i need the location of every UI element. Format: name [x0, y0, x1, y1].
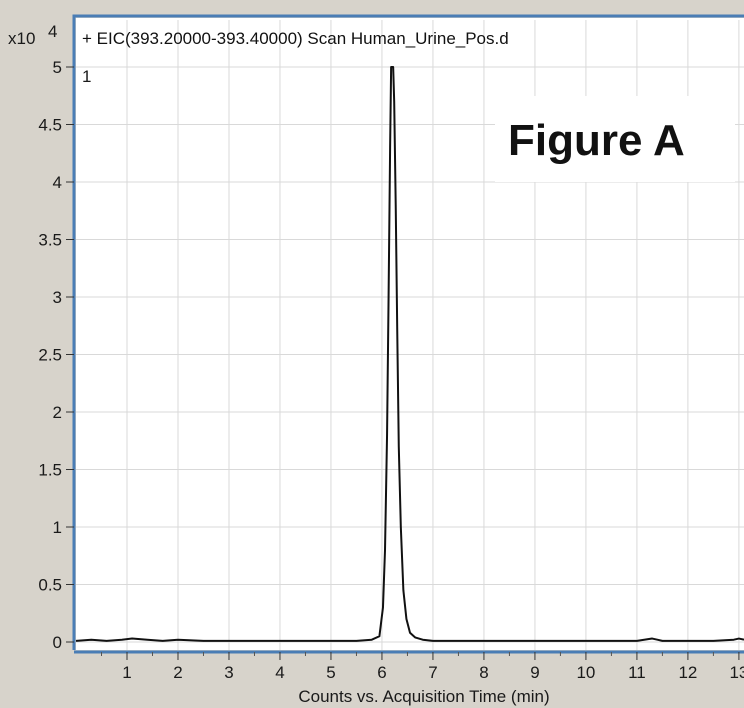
figure-label-background [495, 96, 735, 182]
y-multiplier-label: x10 [8, 29, 35, 48]
y-tick-label: 2.5 [38, 346, 62, 365]
x-tick-label: 12 [678, 663, 697, 682]
y-tick-label: 5 [53, 58, 62, 77]
y-tick-label: 4 [53, 173, 62, 192]
x-tick-label: 13 [729, 663, 744, 682]
x-tick-label: 11 [628, 663, 646, 682]
y-tick-label: 4.5 [38, 116, 62, 135]
y-tick-label: 1 [53, 518, 62, 537]
x-axis-label: Counts vs. Acquisition Time (min) [298, 687, 549, 706]
x-tick-label: 3 [224, 663, 233, 682]
figure-label: Figure A [508, 116, 685, 165]
x-tick-label: 10 [576, 663, 595, 682]
y-tick-label: 0.5 [38, 576, 62, 595]
trace-number: 1 [82, 67, 91, 86]
x-tick-label: 8 [479, 663, 488, 682]
x-tick-label: 4 [275, 663, 284, 682]
x-tick-label: 1 [122, 663, 131, 682]
y-multiplier-exponent: 4 [48, 22, 57, 41]
y-tick-label: 2 [53, 403, 62, 422]
chromatogram-trace [75, 66, 744, 642]
x-tick-label: 5 [326, 663, 335, 682]
plot-border [72, 14, 744, 650]
chart-title: + EIC(393.20000-393.40000) Scan Human_Ur… [82, 29, 509, 48]
x-tick-label: 6 [377, 663, 386, 682]
trace-layer [75, 66, 744, 642]
y-tick-label: 3.5 [38, 231, 62, 250]
x-tick-label: 9 [530, 663, 539, 682]
y-tick-label: 3 [53, 288, 62, 307]
x-tick-label: 2 [173, 663, 182, 682]
x-tick-label: 7 [428, 663, 437, 682]
y-tick-label: 0 [53, 633, 62, 652]
y-tick-label: 1.5 [38, 461, 62, 480]
